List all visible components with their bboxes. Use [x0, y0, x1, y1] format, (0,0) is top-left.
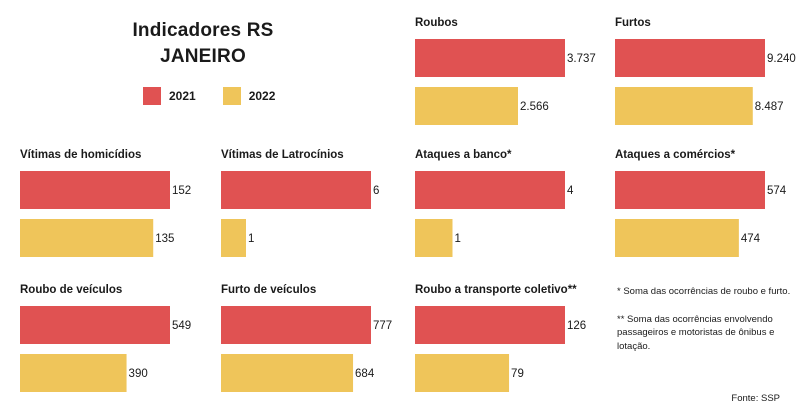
bar-2022: [415, 354, 510, 392]
value-label-2022: 1: [248, 233, 254, 245]
chart-title: Furtos: [615, 17, 651, 29]
bar-2021: [20, 171, 170, 209]
bar-2022: [615, 219, 739, 257]
legend-item-2022: 2022: [222, 87, 276, 105]
value-label-2021: 549: [172, 320, 191, 332]
legend: 2021 2022: [143, 87, 302, 105]
bar-2022: [221, 354, 354, 392]
bar-chart: 574 474: [615, 171, 787, 257]
footnote-1: * Soma das ocorrências de roubo e furto.: [617, 286, 791, 297]
legend-label-2022: 2022: [248, 89, 276, 103]
value-label-2021: 152: [172, 185, 191, 197]
chart-title: Furto de veículos: [221, 284, 317, 296]
chart-title: Ataques a banco*: [415, 149, 512, 161]
chart-title: Roubo a transporte coletivo**: [415, 284, 577, 296]
bar-2022: [221, 219, 246, 257]
chart-title: Ataques a comércios*: [615, 149, 736, 161]
bar-chart: 41: [415, 171, 574, 257]
bar-2021: [415, 306, 565, 344]
title-block: Indicadores RS JANEIRO: [108, 18, 298, 70]
value-label-2022: 8.487: [755, 101, 784, 113]
source-credit: Fonte: SSP: [731, 393, 780, 404]
bar-2021: [415, 171, 565, 209]
value-label-2021: 6: [373, 185, 379, 197]
value-label-2022: 135: [155, 233, 174, 245]
bar-chart: 152 135: [20, 171, 191, 257]
value-label-2022: 474: [741, 233, 761, 245]
bar-2021: [20, 306, 170, 344]
page-subtitle: JANEIRO: [160, 46, 246, 67]
bar-chart: 777 684: [221, 306, 392, 392]
bar-chart: 9.240 8.487: [615, 39, 796, 125]
value-label-2021: 126: [567, 320, 586, 332]
chart-title: Roubos: [415, 17, 458, 29]
bar-chart: 126 79: [415, 306, 586, 392]
value-label-2022: 2.566: [520, 101, 549, 113]
bar-2021: [615, 39, 765, 77]
page-title: Indicadores RS: [132, 20, 274, 41]
bar-2022: [20, 219, 154, 257]
value-label-2021: 777: [373, 320, 392, 332]
bar-chart: 549 390: [20, 306, 191, 392]
legend-item-2021: 2021: [143, 87, 196, 105]
chart-title: Roubo de veículos: [20, 284, 123, 296]
legend-swatch-2021: [143, 87, 161, 105]
chart-title: Vítimas de homicídios: [20, 149, 142, 161]
legend-swatch-2022: [222, 87, 241, 105]
footnote-2: ** Soma das ocorrências envolvendo passa…: [617, 313, 775, 352]
value-label-2021: 574: [767, 185, 787, 197]
value-label-2022: 684: [355, 368, 375, 380]
notes: * Soma das ocorrências de roubo e furto.…: [617, 285, 797, 367]
bar-2021: [221, 171, 371, 209]
bar-2021: [415, 39, 565, 77]
bar-2022: [415, 219, 453, 257]
value-label-2022: 390: [129, 368, 148, 380]
bar-2022: [615, 87, 753, 125]
value-label-2022: 1: [455, 233, 461, 245]
bar-2022: [415, 87, 518, 125]
bar-2021: [221, 306, 371, 344]
chart-title: Vítimas de Latrocínios: [221, 149, 344, 161]
bar-2021: [615, 171, 765, 209]
legend-label-2021: 2021: [169, 89, 196, 103]
bar-chart: 61: [221, 171, 379, 257]
bar-chart: 3.737 2.566: [415, 39, 596, 125]
value-label-2021: 3.737: [567, 53, 596, 65]
bar-2022: [20, 354, 127, 392]
value-label-2021: 4: [567, 185, 574, 197]
value-label-2021: 9.240: [767, 53, 796, 65]
value-label-2022: 79: [511, 368, 524, 380]
